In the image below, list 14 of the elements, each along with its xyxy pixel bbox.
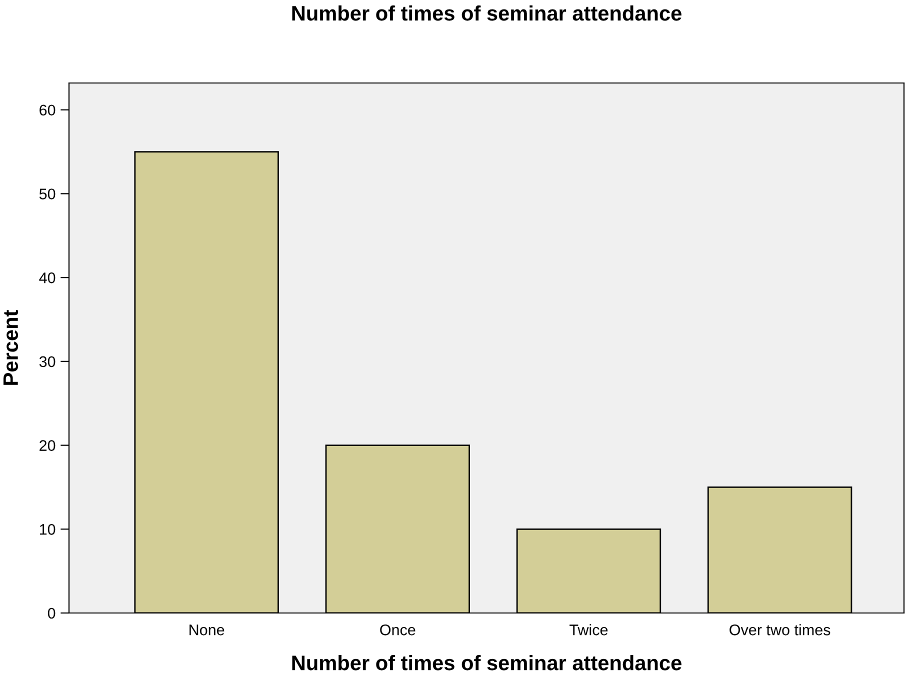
x-tick-label: Over two times xyxy=(730,624,830,636)
x-tick-label: None xyxy=(190,624,224,636)
x-tick-label: Twice xyxy=(570,624,608,636)
y-tick-label: 60 xyxy=(40,104,56,116)
y-tick-label: 50 xyxy=(39,188,56,200)
y-axis-title: Percent xyxy=(3,310,18,385)
y-tick-label: 0 xyxy=(48,608,56,619)
y-tick-label: 40 xyxy=(39,272,56,284)
y-tick-label: 10 xyxy=(40,524,56,535)
chart-title: Number of times of seminar attendance xyxy=(292,5,682,21)
x-axis-title: Number of times of seminar attendance xyxy=(292,655,682,670)
y-tick-label: 30 xyxy=(39,356,56,368)
x-tick-label: Once xyxy=(380,624,416,636)
y-tick-label: 20 xyxy=(40,440,56,451)
